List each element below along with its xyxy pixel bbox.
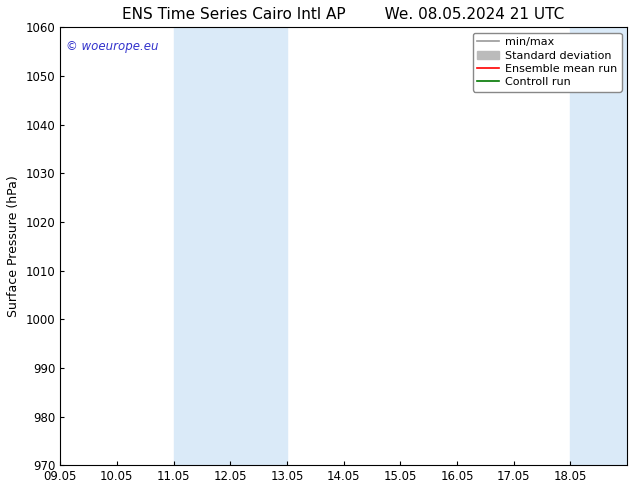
Y-axis label: Surface Pressure (hPa): Surface Pressure (hPa) [7, 175, 20, 317]
Legend: min/max, Standard deviation, Ensemble mean run, Controll run: min/max, Standard deviation, Ensemble me… [472, 33, 621, 92]
Bar [571, 27, 627, 465]
Title: ENS Time Series Cairo Intl AP        We. 08.05.2024 21 UTC: ENS Time Series Cairo Intl AP We. 08.05.… [122, 7, 565, 22]
Bar [174, 27, 287, 465]
Text: © woeurope.eu: © woeurope.eu [66, 40, 158, 53]
